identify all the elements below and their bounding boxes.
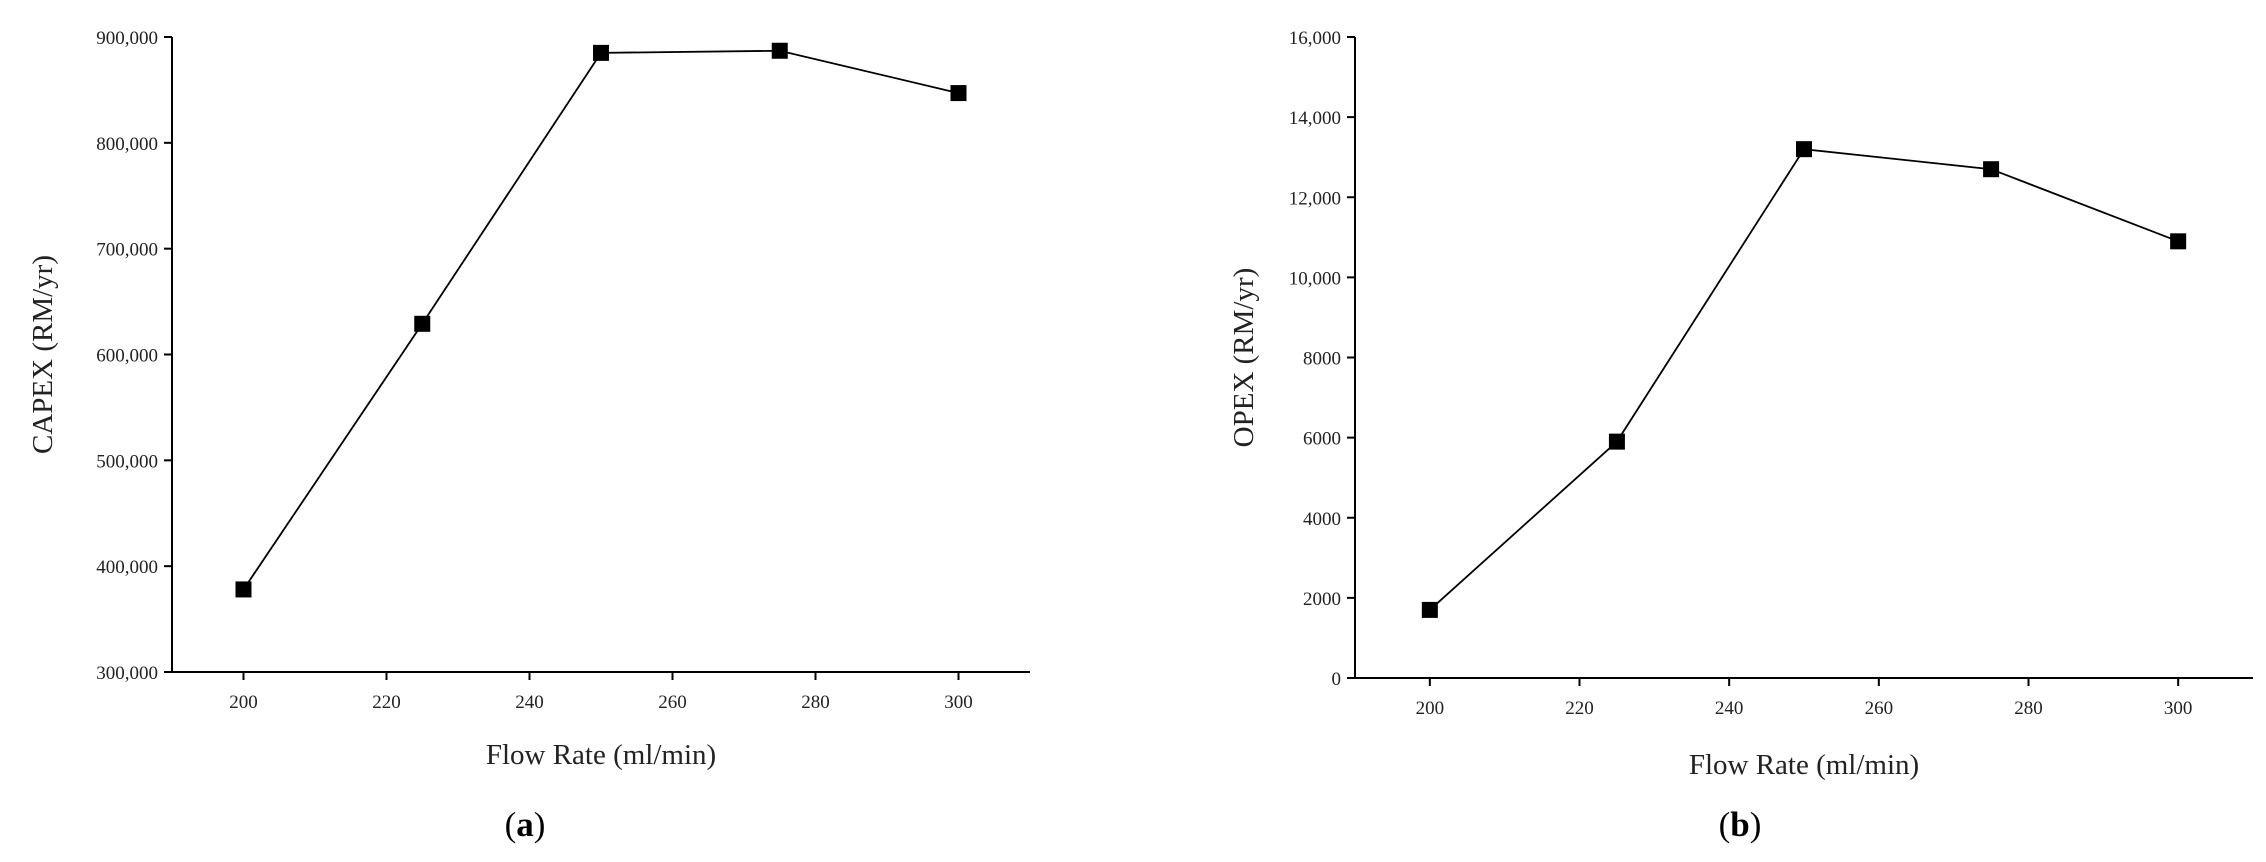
y-tick-label: 10,000: [1289, 268, 1341, 289]
y-tick-label: 900,000: [96, 28, 158, 49]
y-tick-label: 16,000: [1289, 28, 1341, 49]
y-tick-label: 400,000: [96, 557, 158, 578]
chart-panel-a: (a) 300,000 400,000 500,000 600,000 700,000 8…: [27, 28, 1030, 844]
x-tick-label: 280: [801, 692, 830, 713]
y-tick-label: 6000: [1303, 429, 1341, 450]
x-tick-label: 260: [658, 692, 687, 713]
chart-panel-b: (b) 0 2000 4000 6000 8000 10,000 12,000 14,000 1…: [1228, 28, 2253, 844]
data-point-marker: [950, 85, 967, 102]
x-tick-label: 240: [515, 692, 544, 713]
data-point-marker: [1421, 601, 1438, 618]
data-point-marker: [771, 42, 788, 59]
x-tick-label: 260: [1865, 698, 1894, 719]
x-tick-label: 220: [372, 692, 401, 713]
series-line: [1429, 148, 2179, 611]
data-point-marker: [235, 581, 252, 598]
x-tick-label: 300: [2164, 698, 2193, 719]
x-axis-title: Flow Rate (ml/min): [486, 739, 716, 771]
x-axis-title: Flow Rate (ml/min): [1689, 749, 1919, 781]
y-tick-label: 500,000: [96, 451, 158, 472]
x-tick-label: 200: [1416, 698, 1445, 719]
x-tick-label: 240: [1715, 698, 1744, 719]
data-point-marker: [414, 315, 431, 332]
x-tick-label: 300: [944, 692, 973, 713]
y-tick-label: 12,000: [1289, 188, 1341, 209]
series-line: [242, 49, 959, 590]
y-tick-label: 600,000: [96, 346, 158, 367]
y-tick-label: 0: [1332, 669, 1342, 690]
data-point-marker: [1608, 433, 1625, 450]
y-tick-label: 4000: [1303, 509, 1341, 530]
x-tick-label: 220: [1565, 698, 1594, 719]
y-tick-label: 8000: [1303, 349, 1341, 370]
y-tick-label: 2000: [1303, 589, 1341, 610]
data-point-marker: [593, 44, 609, 61]
y-tick-label: 300,000: [96, 663, 158, 684]
data-point-marker: [2170, 233, 2187, 250]
data-point-marker: [1983, 161, 2000, 178]
y-axis-title: CAPEX (RM/yr): [27, 255, 59, 454]
y-tick-label: 700,000: [96, 240, 158, 261]
x-tick-label: 200: [229, 692, 258, 713]
panel-label-b: (b): [1719, 805, 1762, 844]
panel-label-a: (a): [505, 805, 546, 844]
y-tick-label: 800,000: [96, 134, 158, 155]
x-tick-label: 280: [2014, 698, 2043, 719]
y-tick-label: 14,000: [1289, 108, 1341, 129]
data-point-marker: [1796, 141, 1812, 158]
y-axis-title: OPEX (RM/yr): [1228, 268, 1260, 448]
